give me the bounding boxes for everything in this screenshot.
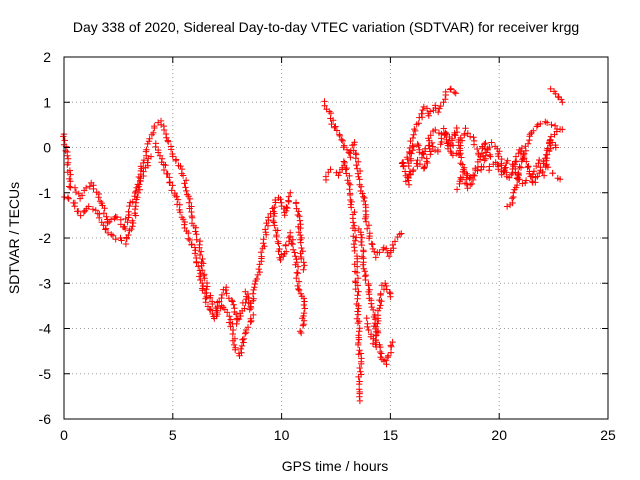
x-tick-label: 10 bbox=[274, 427, 290, 443]
trace-segment bbox=[547, 85, 566, 106]
trace-segment bbox=[503, 118, 566, 210]
trace-segment bbox=[453, 139, 494, 193]
x-tick-label: 5 bbox=[169, 427, 177, 443]
y-tick-label: -3 bbox=[39, 275, 52, 291]
plus-markers bbox=[60, 117, 294, 328]
plus-markers bbox=[61, 153, 155, 248]
plus-markers bbox=[322, 158, 365, 405]
plus-markers bbox=[453, 139, 494, 193]
trace-segment bbox=[292, 199, 308, 273]
x-axis-label: GPS time / hours bbox=[282, 458, 389, 474]
plus-markers bbox=[152, 140, 257, 359]
y-tick-label: 0 bbox=[43, 140, 51, 156]
trace-segment bbox=[355, 225, 396, 368]
trace-segment bbox=[321, 98, 405, 261]
axis-ticks: 0 5 10 15 20 25 -6 -5 -4 -3 -2 -1 0 1 2 bbox=[39, 49, 616, 443]
y-tick-label: -6 bbox=[39, 411, 52, 427]
plus-markers bbox=[547, 85, 566, 106]
chart-title: Day 338 of 2020, Sidereal Day-to-day VTE… bbox=[73, 19, 579, 35]
plus-markers bbox=[270, 208, 308, 337]
y-tick-label: -4 bbox=[39, 321, 52, 337]
y-tick-label: -2 bbox=[39, 230, 52, 246]
trace-segment bbox=[152, 140, 257, 359]
x-tick-label: 0 bbox=[60, 427, 68, 443]
trace-segment bbox=[60, 117, 294, 328]
plus-markers bbox=[292, 199, 308, 273]
trace-segment bbox=[363, 280, 394, 351]
plus-markers bbox=[503, 118, 566, 210]
plus-markers bbox=[407, 124, 564, 187]
data-points bbox=[60, 85, 566, 405]
trace-segment bbox=[61, 153, 155, 248]
trace-segment bbox=[407, 124, 564, 187]
plus-markers bbox=[355, 225, 396, 368]
y-tick-label: 2 bbox=[43, 49, 51, 65]
y-axis-label: SDTVAR / TECUs bbox=[6, 182, 22, 294]
plus-markers bbox=[321, 98, 405, 261]
trace-segment bbox=[270, 208, 308, 337]
x-tick-label: 15 bbox=[383, 427, 399, 443]
x-tick-label: 25 bbox=[600, 427, 616, 443]
trace-segment bbox=[539, 136, 559, 179]
plus-markers bbox=[363, 280, 394, 351]
trace-segment bbox=[322, 158, 365, 405]
grid-lines bbox=[64, 57, 608, 419]
y-tick-label: -5 bbox=[39, 366, 52, 382]
y-tick-label: -1 bbox=[39, 185, 52, 201]
y-tick-label: 1 bbox=[43, 94, 51, 110]
x-tick-label: 20 bbox=[491, 427, 507, 443]
plus-markers bbox=[539, 136, 559, 179]
